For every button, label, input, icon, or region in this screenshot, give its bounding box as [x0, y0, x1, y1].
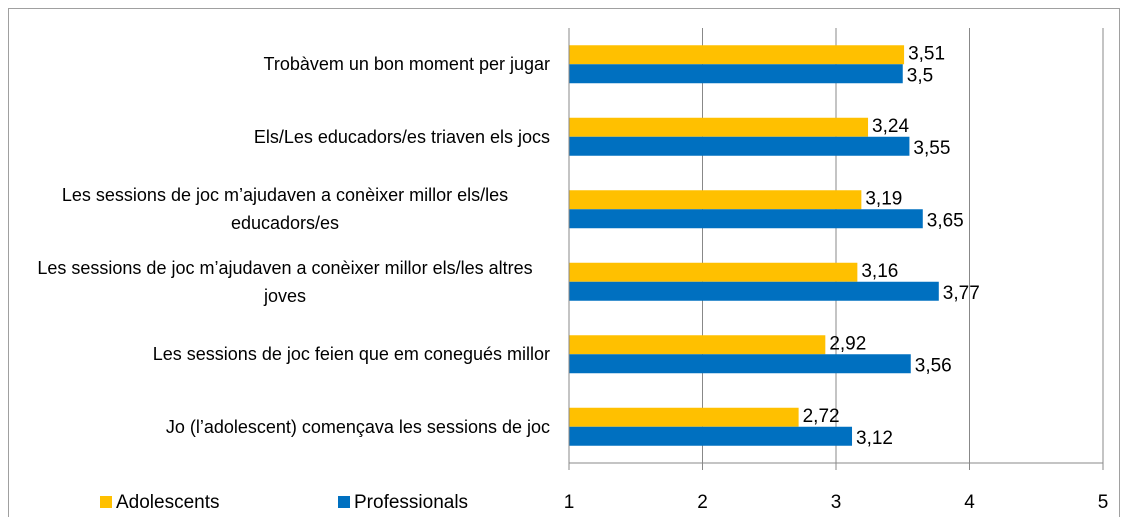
bar [569, 426, 853, 446]
value-label: 3,16 [861, 261, 898, 282]
bar [569, 190, 862, 210]
x-tick-label: 5 [1098, 492, 1109, 513]
chart-frame [8, 8, 1120, 517]
value-label: 3,12 [856, 428, 893, 449]
value-label: 3,56 [915, 355, 952, 376]
legend-swatch [338, 496, 350, 508]
value-label: 3,65 [927, 210, 964, 231]
value-label: 3,24 [872, 116, 909, 137]
category-label: Les sessions de joc m’ajudaven a conèixe… [61, 185, 509, 234]
legend-swatch [100, 496, 112, 508]
category-label: Jo (l’adolescent) començava les sessions… [165, 416, 550, 437]
value-label: 2,72 [803, 406, 840, 427]
x-tick-label: 2 [697, 492, 708, 513]
bar [569, 335, 826, 355]
bar [569, 281, 939, 301]
category-label: Els/Les educadors/es triaven els jocs [253, 126, 550, 147]
value-label: 3,5 [907, 65, 933, 86]
bar [569, 45, 905, 65]
category-label: Trobàvem un bon moment per jugar [263, 54, 550, 75]
bar [569, 117, 869, 137]
x-tick-label: 3 [831, 492, 842, 513]
value-label: 3,55 [913, 138, 950, 159]
bar [569, 262, 858, 282]
value-label: 3,77 [943, 283, 980, 304]
legend-label: Professionals [354, 492, 468, 513]
bar [569, 354, 911, 374]
bar [569, 209, 923, 229]
x-tick-label: 1 [564, 492, 575, 513]
legend-label: Adolescents [116, 492, 220, 513]
category-label: Les sessions de joc m’ajudaven a conèixe… [37, 257, 533, 306]
bar [569, 136, 910, 156]
value-label: 3,19 [865, 188, 902, 209]
value-label: 2,92 [829, 333, 866, 354]
category-label: Les sessions de joc feien que em conegué… [152, 344, 550, 365]
x-tick-label: 4 [964, 492, 975, 513]
bar [569, 64, 903, 84]
bar [569, 407, 799, 427]
value-label: 3,51 [908, 43, 945, 64]
